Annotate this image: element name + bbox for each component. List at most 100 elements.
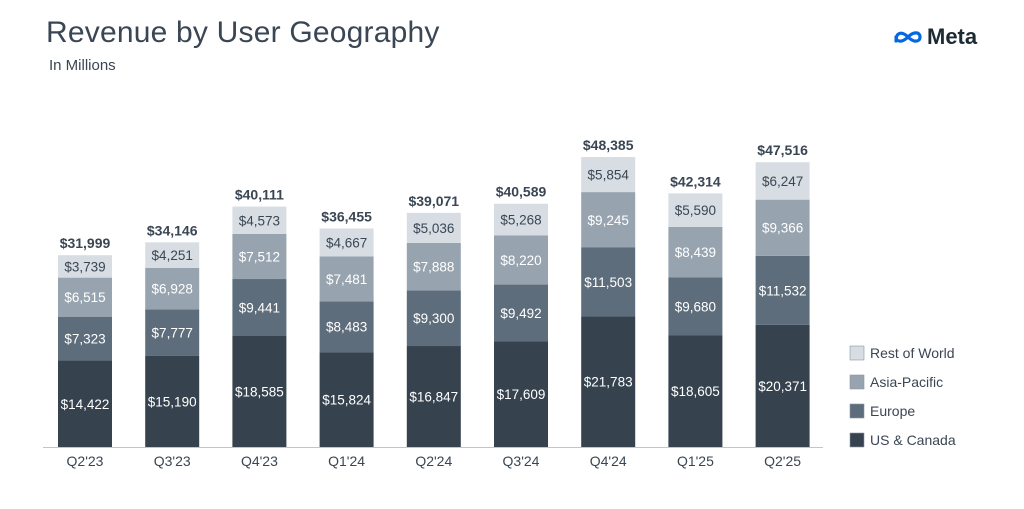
bar-total-label: $31,999 — [60, 235, 111, 251]
segment-value-label: $7,512 — [239, 250, 280, 265]
segment-value-label: $9,680 — [675, 299, 716, 314]
bar-segment-europe — [58, 316, 112, 361]
legend-label: Rest of World — [870, 345, 955, 361]
bar-segment-asia-pacific — [755, 199, 810, 256]
bar-segment-asia-pacific — [581, 192, 636, 248]
bar-segment-asia-pacific — [58, 277, 112, 317]
bar-segment-asia-pacific — [668, 226, 723, 278]
bar-segment-europe — [232, 279, 287, 336]
segment-value-label: $5,036 — [413, 221, 454, 236]
bar-segment-rest-of-world — [145, 242, 200, 268]
segment-value-label: $7,888 — [413, 260, 454, 275]
x-tick-label: Q3'24 — [503, 453, 540, 469]
segment-value-label: $9,300 — [413, 311, 454, 326]
bar-segment-europe — [668, 277, 723, 336]
bar-segment-us-canada — [581, 316, 636, 447]
segment-value-label: $21,783 — [584, 375, 633, 390]
segment-value-label: $6,515 — [64, 290, 105, 305]
x-tick-label: Q4'24 — [590, 453, 627, 469]
segment-value-label: $3,739 — [64, 259, 105, 274]
bar-segment-asia-pacific — [319, 256, 374, 302]
segment-value-label: $4,573 — [239, 213, 280, 228]
bar-segment-rest-of-world — [58, 255, 112, 278]
x-tick-label: Q2'25 — [764, 453, 801, 469]
bar-total-label: $40,111 — [235, 187, 284, 203]
segment-value-label: $6,928 — [152, 282, 193, 297]
segment-value-label: $8,439 — [675, 245, 716, 260]
bar-segment-asia-pacific — [232, 233, 287, 280]
meta-logo: Meta — [893, 24, 977, 50]
x-tick-label: Q1'25 — [677, 453, 714, 469]
bar-segment-us-canada — [319, 352, 374, 447]
segment-value-label: $5,590 — [675, 203, 716, 218]
chart-title: Revenue by User Geography — [46, 16, 440, 49]
segment-value-label: $5,268 — [500, 213, 541, 228]
legend-swatch — [849, 345, 865, 361]
bar-segment-us-canada — [58, 360, 112, 447]
segment-value-label: $8,483 — [326, 320, 367, 335]
legend-label: Asia-Pacific — [870, 374, 943, 390]
bar-segment-us-canada — [145, 355, 200, 447]
segment-value-label: $20,371 — [758, 379, 807, 394]
segment-value-label: $7,323 — [64, 332, 105, 347]
bar-segment-us-canada — [232, 335, 287, 447]
bar-segment-europe — [494, 284, 548, 342]
segment-value-label: $18,605 — [671, 384, 720, 399]
segment-value-label: $9,366 — [762, 221, 803, 236]
bar-segment-europe — [581, 247, 636, 317]
bar-total-label: $48,385 — [583, 137, 634, 153]
bar-segment-us-canada — [668, 335, 723, 447]
bar-segment-europe — [319, 301, 374, 353]
bar-total-label: $36,455 — [321, 209, 372, 225]
legend-label: US & Canada — [870, 432, 956, 448]
segment-value-label: $9,492 — [500, 306, 541, 321]
chart-subtitle: In Millions — [49, 57, 116, 74]
x-tick-label: Q2'23 — [67, 453, 104, 469]
x-tick-label: Q1'24 — [328, 453, 365, 469]
bar-total-label: $40,589 — [496, 184, 547, 200]
bar-segment-rest-of-world — [406, 212, 461, 244]
segment-value-label: $9,245 — [588, 213, 629, 228]
bar-total-label: $39,071 — [408, 193, 459, 209]
segment-value-label: $4,667 — [326, 235, 367, 250]
bar-segment-rest-of-world — [494, 203, 548, 236]
segment-value-label: $7,777 — [152, 326, 193, 341]
segment-value-label: $15,190 — [148, 394, 197, 409]
bar-total-label: $42,314 — [670, 173, 721, 189]
bar-total-label: $47,516 — [757, 142, 808, 158]
legend-label: Europe — [870, 403, 915, 419]
bar-segment-europe — [755, 255, 810, 325]
bar-segment-us-canada — [406, 346, 461, 447]
bar-segment-rest-of-world — [319, 228, 374, 257]
segment-value-label: $8,220 — [500, 253, 541, 268]
bar-segment-rest-of-world — [232, 206, 287, 234]
segment-value-label: $17,609 — [497, 387, 546, 402]
segment-value-label: $14,422 — [61, 397, 110, 412]
legend-swatch — [849, 374, 865, 390]
segment-value-label: $4,251 — [152, 248, 193, 263]
bar-segment-rest-of-world — [581, 157, 636, 193]
x-tick-label: Q3'23 — [154, 453, 191, 469]
segment-value-label: $15,824 — [322, 393, 371, 408]
bar-segment-us-canada — [494, 341, 548, 447]
segment-value-label: $5,854 — [588, 168, 630, 183]
bar-segment-europe — [406, 290, 461, 347]
bar-segment-asia-pacific — [494, 235, 548, 285]
legend-swatch — [849, 403, 865, 419]
legend-swatch — [849, 432, 865, 448]
x-tick-label: Q2'24 — [415, 453, 452, 469]
bar-segment-rest-of-world — [668, 193, 723, 227]
bar-segment-rest-of-world — [755, 162, 810, 200]
bar-segment-asia-pacific — [406, 243, 461, 291]
meta-logo-text: Meta — [927, 24, 978, 49]
segment-value-label: $7,481 — [326, 272, 367, 287]
bar-segment-asia-pacific — [145, 267, 200, 310]
segment-value-label: $6,247 — [762, 174, 803, 189]
bar-total-label: $34,146 — [147, 222, 198, 238]
bar-segment-europe — [145, 309, 200, 356]
x-tick-label: Q4'23 — [241, 453, 278, 469]
segment-value-label: $11,503 — [584, 275, 632, 290]
segment-value-label: $9,441 — [239, 300, 280, 315]
segment-value-label: $11,532 — [759, 283, 807, 298]
